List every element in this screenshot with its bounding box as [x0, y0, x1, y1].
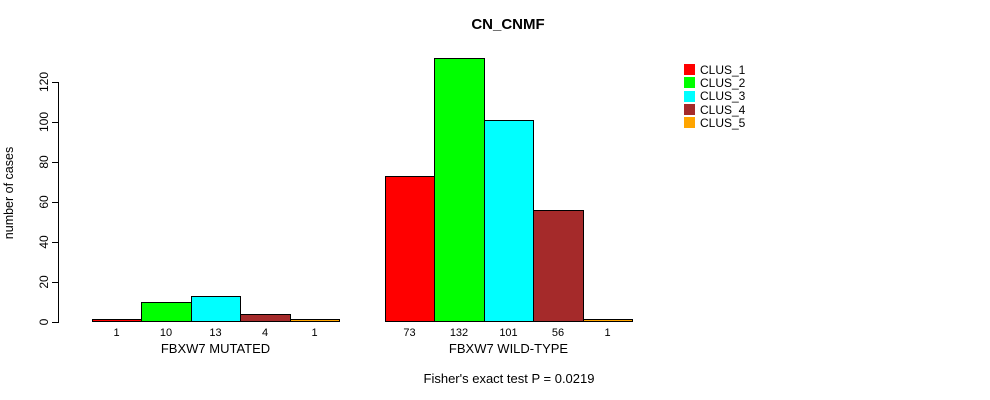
bar-value-label: 10	[159, 327, 173, 339]
bar-clus_4-group1	[240, 314, 291, 322]
y-axis-label: number of cases	[2, 146, 16, 240]
bar-clus_1-group2	[385, 176, 435, 322]
bar-clus_2-group2	[434, 58, 485, 322]
bar-clus_3-group1	[191, 296, 241, 322]
bar-value-label: 101	[499, 327, 518, 339]
legend-color-swatch-clus_4	[684, 104, 695, 116]
legend-color-swatch-clus_3	[684, 90, 695, 102]
legend-item: CLUS_2	[684, 75, 746, 90]
y-tick-label: 120	[37, 71, 51, 93]
y-tick-mark	[52, 81, 58, 83]
bar-value-label: 56	[551, 327, 565, 339]
y-tick-mark	[52, 321, 58, 323]
y-tick-label: 100	[37, 111, 51, 133]
chart-title: CN_CNMF	[471, 16, 545, 33]
bar-clus_2-group1	[141, 302, 192, 322]
stat-caption: Fisher's exact test P = 0.0219	[423, 371, 595, 386]
bar-value-label: 73	[403, 327, 416, 339]
y-axis-line	[58, 82, 59, 323]
y-tick-label: 80	[37, 155, 51, 169]
y-tick-label: 60	[37, 195, 51, 209]
legend-item: CLUS_5	[684, 115, 746, 130]
bar-clus_5-group2	[583, 319, 633, 322]
y-tick-label: 0	[37, 318, 51, 326]
y-tick-mark	[52, 281, 58, 283]
legend-color-swatch-clus_2	[684, 77, 695, 89]
bar-value-label: 13	[209, 327, 222, 339]
legend-label: CLUS_1	[700, 62, 746, 77]
bar-value-label: 132	[449, 327, 469, 339]
bar-value-label: 1	[311, 327, 318, 339]
y-tick-mark	[52, 201, 58, 203]
y-tick-label: 40	[37, 235, 51, 249]
legend-item: CLUS_3	[684, 89, 746, 104]
legend-item: CLUS_4	[684, 102, 746, 117]
bar-clus_5-group1	[290, 319, 340, 322]
y-tick-mark	[52, 121, 58, 123]
legend-color-swatch-clus_5	[684, 117, 695, 129]
legend-color-swatch-clus_1	[684, 64, 695, 76]
legend-item: CLUS_1	[684, 62, 746, 77]
bar-value-label: 1	[113, 327, 120, 339]
y-tick-mark	[52, 161, 58, 163]
group-label-1: FBXW7 MUTATED	[160, 341, 271, 356]
legend-label: CLUS_2	[700, 75, 746, 90]
bar-clus_4-group2	[533, 210, 584, 322]
bar-clus_3-group2	[484, 120, 534, 322]
legend-label: CLUS_4	[700, 102, 746, 117]
bar-clus_1-group1	[92, 319, 142, 322]
bar-value-label: 4	[261, 327, 269, 339]
group-label-2: FBXW7 WILD-TYPE	[448, 341, 569, 356]
y-tick-label: 20	[37, 275, 51, 289]
bar-value-label: 1	[604, 327, 611, 339]
legend: CLUS_1 CLUS_2 CLUS_3 CLUS_4 CLUS_5	[684, 62, 746, 130]
legend-label: CLUS_5	[700, 115, 746, 130]
y-tick-mark	[52, 241, 58, 243]
legend-label: CLUS_3	[700, 89, 746, 104]
